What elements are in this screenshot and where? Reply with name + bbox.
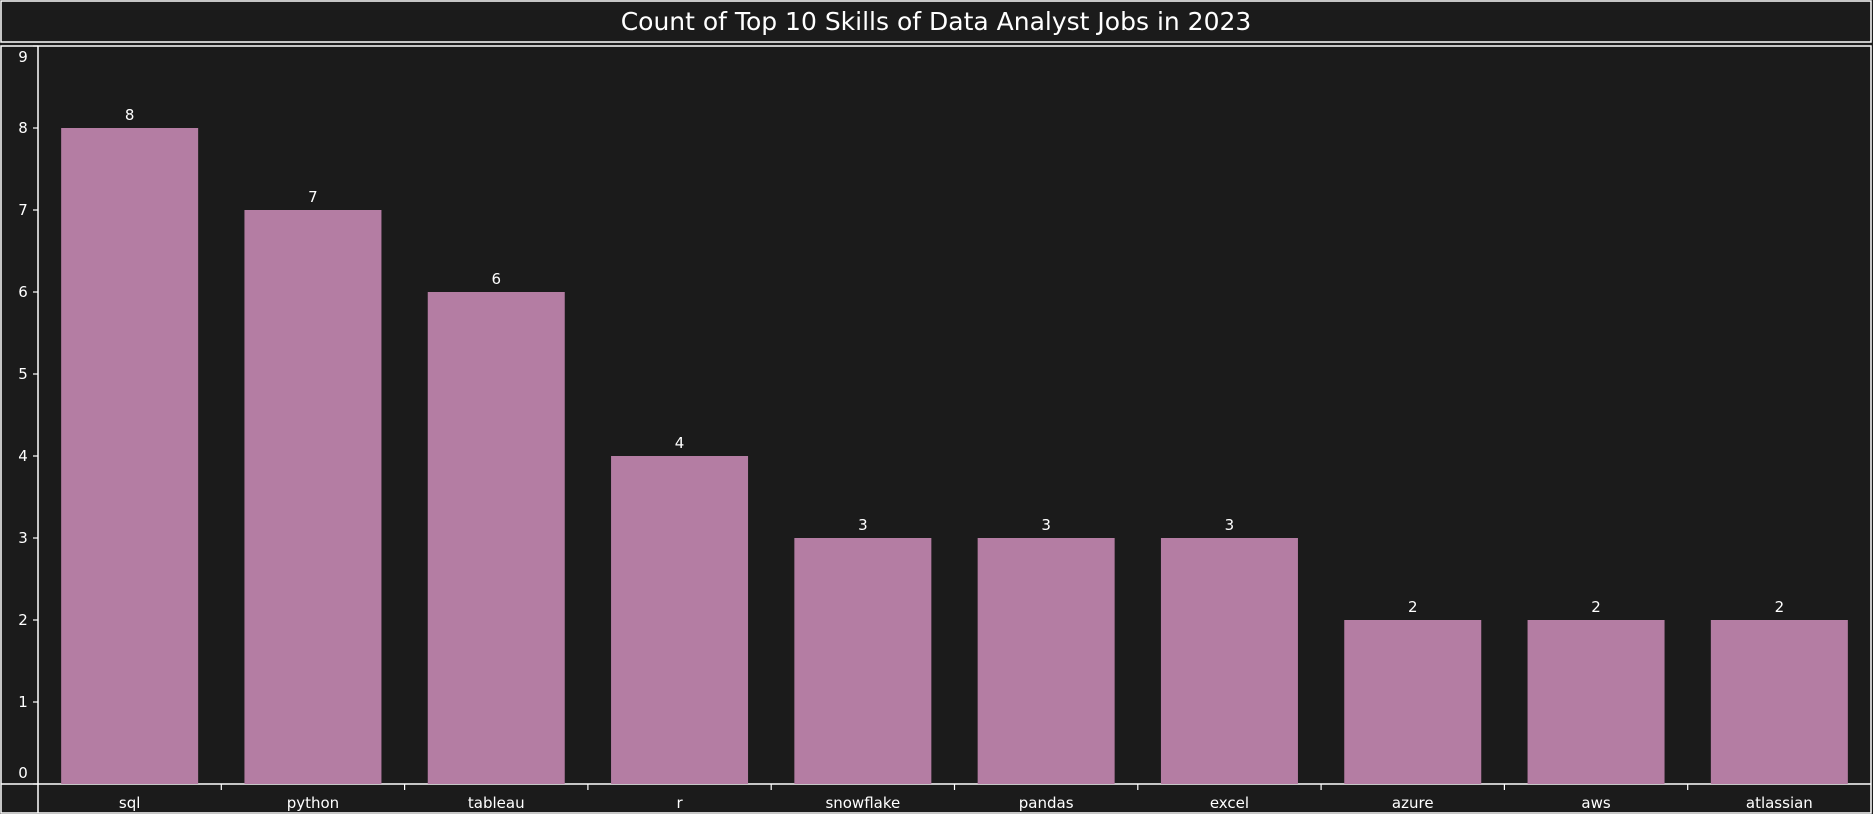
data-label: 3 [858,516,868,534]
data-label: 6 [491,270,501,288]
bar-snowflake [794,538,932,784]
bar-python [244,210,382,784]
x-tick-label: excel [1210,794,1249,812]
x-tick-label: aws [1581,794,1610,812]
y-tick-label: 6 [18,283,28,301]
x-tick-label: tableau [468,794,525,812]
x-tick-label: r [676,794,683,812]
y-tick-label: 1 [18,693,28,711]
x-tick-label: azure [1392,794,1434,812]
y-tick-label: 8 [18,119,28,137]
y-tick-label: 4 [18,447,28,465]
data-label: 4 [675,434,685,452]
bar-pandas [977,538,1115,784]
bar-azure [1344,620,1482,784]
x-tick-label: atlassian [1746,794,1813,812]
x-tick-label: python [287,794,339,812]
data-label: 7 [308,188,318,206]
bar-sql [61,128,199,784]
data-label: 3 [1041,516,1051,534]
x-tick-label: sql [119,794,141,812]
x-axis-ticks: sql python tableau r snowflake pandas excel azu… [119,784,1813,812]
data-label: 8 [125,106,135,124]
data-label: 3 [1225,516,1235,534]
bar-aws [1527,620,1665,784]
data-label: 2 [1408,598,1418,616]
bar-excel [1160,538,1298,784]
chart-title: Count of Top 10 Skills of Data Analyst J… [621,7,1252,36]
bar-tableau [427,292,565,784]
y-tick-label: 5 [18,365,28,383]
y-axis-ticks: 0 1 2 3 4 5 6 7 8 9 [18,45,38,785]
plot-panel [0,45,1872,814]
y-tick-label: 0 [18,764,28,782]
title-panel [0,0,1872,43]
x-tick-label: snowflake [825,794,900,812]
bars-group: 8 7 6 4 3 3 3 2 2 2 [61,106,1848,784]
data-label: 2 [1775,598,1785,616]
y-tick-label: 2 [18,611,28,629]
y-tick-label: 7 [18,201,28,219]
bar-r [611,456,749,784]
x-tick-label: pandas [1019,794,1074,812]
y-tick-label: 3 [18,529,28,547]
y-tick-label: 9 [18,48,28,66]
bar-atlassian [1710,620,1848,784]
data-label: 2 [1591,598,1601,616]
